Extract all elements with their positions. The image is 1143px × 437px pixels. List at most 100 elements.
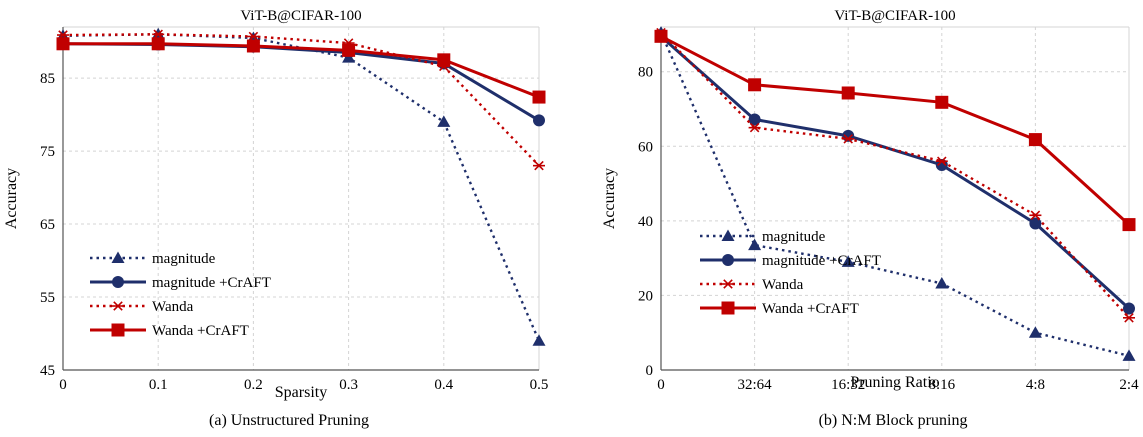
data-point xyxy=(1122,218,1136,232)
y-tick-label: 65 xyxy=(40,217,55,233)
series-line xyxy=(62,42,540,122)
data-point xyxy=(748,78,762,92)
y-axis-label: Accuracy xyxy=(601,168,618,229)
chart-panel-1: 0 0.1 0.2 0.3 0.4 0.5 45 55 65 75 85 ViT-B@CIFAR-10… xyxy=(3,8,548,429)
legend-label: Wanda +CrAFT xyxy=(152,323,249,339)
legend-marker xyxy=(112,276,124,288)
series-line xyxy=(660,31,1130,319)
legend-item: magnitude xyxy=(700,229,826,245)
legend-marker xyxy=(111,323,125,337)
series-wanda-craft xyxy=(654,29,1136,232)
series-magnitude xyxy=(56,27,546,346)
legend-item: magnitude xyxy=(90,251,216,267)
x-tick-label: 0.5 xyxy=(530,377,549,393)
data-point xyxy=(1123,302,1135,315)
y-axis-label: Accuracy xyxy=(3,168,20,229)
x-axis-label: Sparsity xyxy=(275,384,327,401)
legend-label: magnitude +CrAFT xyxy=(762,253,881,269)
data-point xyxy=(1028,133,1042,147)
legend-marker xyxy=(112,301,124,311)
y-tick-label: 0 xyxy=(646,363,654,379)
chart-caption: (a) Unstructured Pruning xyxy=(209,412,369,429)
series-line xyxy=(62,33,541,342)
y-tick-label: 45 xyxy=(40,363,55,379)
legend-label: magnitude xyxy=(762,229,826,245)
legend-marker xyxy=(111,251,125,263)
data-point xyxy=(1029,217,1042,230)
data-point xyxy=(654,29,668,43)
legend-item: magnitude +CrAFT xyxy=(90,275,271,291)
legend-item: Wanda +CrAFT xyxy=(90,323,249,339)
data-point xyxy=(246,39,260,53)
series-line xyxy=(62,33,540,167)
data-point xyxy=(532,334,546,346)
legend-item: Wanda +CrAFT xyxy=(700,301,859,317)
x-tick-label: 0 xyxy=(59,377,67,393)
grid xyxy=(63,26,540,370)
data-point xyxy=(1029,210,1042,221)
legend-label: magnitude +CrAFT xyxy=(152,275,271,291)
legend-item: magnitude +CrAFT xyxy=(700,253,881,269)
legend-marker xyxy=(721,229,735,241)
series-magnitude-craft xyxy=(655,30,1135,315)
y-tick-label: 40 xyxy=(638,214,653,230)
data-point xyxy=(841,255,855,267)
legend-label: magnitude xyxy=(152,251,216,267)
legend-marker xyxy=(721,301,735,315)
data-point xyxy=(152,29,165,40)
data-point xyxy=(748,122,761,133)
data-point xyxy=(1123,313,1135,323)
data-point xyxy=(437,53,451,67)
x-tick-label: 0.2 xyxy=(244,377,263,393)
legend: magnitude magnitude +CrAFT Wanda Wanda +CrA… xyxy=(90,251,271,339)
chart-title: ViT-B@CIFAR-100 xyxy=(240,8,361,24)
y-tick-label: 55 xyxy=(40,290,55,306)
data-point xyxy=(342,43,356,57)
data-point xyxy=(935,95,949,109)
x-tick-label: 32:64 xyxy=(738,377,773,393)
x-tick-label: 16:32 xyxy=(831,377,865,393)
data-point xyxy=(56,37,70,51)
x-tick-label: 8:16 xyxy=(928,377,955,393)
chart-caption: (b) N:M Block pruning xyxy=(819,412,968,429)
data-point xyxy=(151,37,165,51)
x-tick-label: 2:4 xyxy=(1119,377,1139,393)
series-wanda-craft xyxy=(56,37,546,104)
data-point xyxy=(748,113,761,126)
data-point xyxy=(748,238,762,251)
data-point xyxy=(533,114,545,127)
data-point xyxy=(532,90,546,104)
legend-label: Wanda xyxy=(152,299,194,315)
x-tick-label: 0.4 xyxy=(434,377,453,393)
series-line xyxy=(63,42,540,99)
data-point xyxy=(935,277,949,289)
x-tick-label: 0 xyxy=(657,377,665,393)
chart-title: ViT-B@CIFAR-100 xyxy=(834,8,955,24)
y-tick-label: 85 xyxy=(40,71,55,87)
legend: magnitude magnitude +CrAFT Wanda Wanda +CrA… xyxy=(700,229,881,317)
series-wanda xyxy=(655,27,1135,323)
legend-label: Wanda +CrAFT xyxy=(762,301,859,317)
data-point xyxy=(935,156,948,166)
legend-item: Wanda xyxy=(90,299,194,315)
data-point xyxy=(533,160,545,171)
legend-marker xyxy=(722,254,734,266)
series-line xyxy=(660,34,1131,226)
x-tick-label: 0.3 xyxy=(339,377,358,393)
legend-label: Wanda xyxy=(762,277,804,293)
series-line xyxy=(660,35,1131,310)
x-axis-label: Pruning Ratio xyxy=(850,374,939,391)
data-point xyxy=(842,134,855,144)
data-point xyxy=(437,115,451,127)
y-tick-label: 80 xyxy=(638,65,653,81)
data-point xyxy=(841,86,855,100)
legend-item: Wanda xyxy=(700,277,804,293)
chart-panel-2: 0 32:64 16:32 8:16 4:8 2:4 0 20 40 60 80 ViT-B@CIFA… xyxy=(601,8,1139,429)
data-point xyxy=(1028,326,1042,338)
series-magnitude-craft xyxy=(57,37,545,127)
x-tick-label: 0.1 xyxy=(149,377,168,393)
grid xyxy=(661,26,1130,370)
y-tick-label: 20 xyxy=(638,288,653,304)
